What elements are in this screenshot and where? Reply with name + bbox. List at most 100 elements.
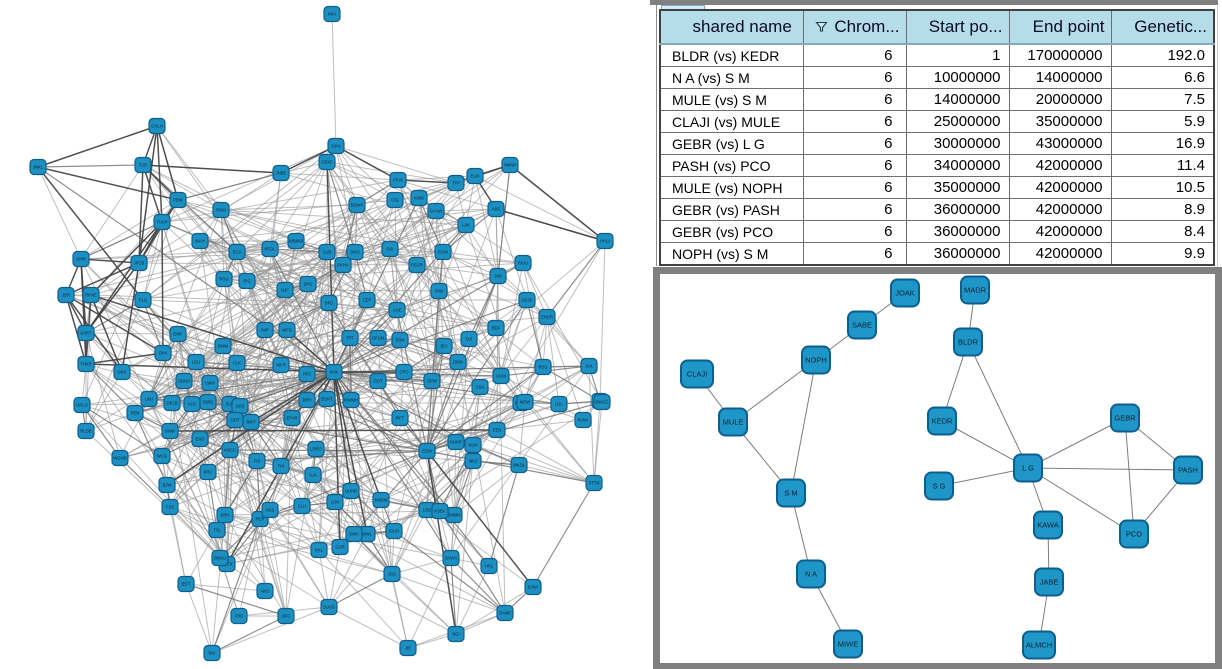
svg-text:PFC: PFC <box>303 372 311 377</box>
svg-text:S M: S M <box>784 489 797 498</box>
svg-text:SHWS: SHWS <box>445 556 458 561</box>
svg-text:UDJD: UDJD <box>521 298 532 303</box>
svg-text:BJW: BJW <box>163 483 172 488</box>
svg-text:PKHA: PKHA <box>337 263 349 268</box>
svg-text:NUH: NUH <box>468 443 477 448</box>
svg-text:BSNT: BSNT <box>321 397 333 402</box>
svg-text:CLK: CLK <box>233 361 241 366</box>
svg-text:GKD: GKD <box>235 404 244 409</box>
svg-text:BNI: BNI <box>209 651 216 656</box>
svg-text:PEN: PEN <box>131 411 140 416</box>
svg-text:KMDM: KMDM <box>375 498 388 503</box>
svg-text:PASH: PASH <box>1178 466 1198 475</box>
svg-text:JGS: JGS <box>388 572 396 577</box>
svg-text:DNO: DNO <box>350 250 360 255</box>
svg-text:ABS: ABS <box>492 207 501 212</box>
svg-text:WWL: WWL <box>362 532 373 537</box>
svg-text:RSG: RSG <box>538 365 547 370</box>
svg-text:KRC: KRC <box>204 470 213 475</box>
svg-text:JOR: JOR <box>62 293 70 298</box>
svg-text:PCO: PCO <box>1126 530 1142 539</box>
svg-text:TSL: TSL <box>213 528 221 533</box>
svg-text:IMP: IMP <box>261 328 269 333</box>
svg-text:JND: JND <box>494 274 502 279</box>
svg-text:PGU: PGU <box>219 277 228 282</box>
svg-text:MADR: MADR <box>964 286 987 295</box>
svg-text:DSI: DSI <box>387 247 394 252</box>
svg-text:SABE: SABE <box>852 321 872 330</box>
svg-text:PLG: PLG <box>139 298 147 303</box>
svg-text:BDF: BDF <box>492 326 501 331</box>
svg-text:RCR: RCR <box>255 517 264 522</box>
svg-text:AKO: AKO <box>261 589 271 594</box>
svg-text:BGI: BGI <box>452 632 459 637</box>
svg-text:MKJ: MKJ <box>469 459 477 464</box>
svg-text:OIG: OIG <box>391 198 399 203</box>
svg-text:NMNP: NMNP <box>504 163 517 168</box>
svg-text:GAAW: GAAW <box>430 209 443 214</box>
svg-text:PECR: PECR <box>411 263 423 268</box>
svg-text:WGND: WGND <box>113 456 126 461</box>
svg-text:LWJ: LWJ <box>145 397 153 402</box>
svg-text:MAH: MAH <box>195 239 204 244</box>
svg-text:PTTN: PTTN <box>589 481 600 486</box>
svg-text:RIUU: RIUU <box>518 261 528 266</box>
svg-text:S G: S G <box>933 482 946 491</box>
svg-text:DIW: DIW <box>435 289 443 294</box>
svg-text:EWF: EWF <box>173 332 183 337</box>
svg-text:JLK: JLK <box>585 364 592 369</box>
svg-text:NKA: NKA <box>328 12 337 17</box>
svg-text:MIWE: MIWE <box>838 640 858 649</box>
svg-text:CDT: CDT <box>363 298 372 303</box>
svg-text:LOH: LOH <box>331 500 340 505</box>
svg-text:PBW: PBW <box>173 198 183 203</box>
svg-text:ENDR: ENDR <box>541 315 553 320</box>
svg-text:CLAJI: CLAJI <box>687 370 707 379</box>
svg-text:CPO: CPO <box>399 370 409 375</box>
svg-text:KWB: KWB <box>414 196 424 201</box>
svg-text:UJL: UJL <box>555 402 563 407</box>
svg-text:WKDL: WKDL <box>513 463 526 468</box>
svg-text:WMMH: WMMH <box>344 398 358 403</box>
svg-text:FSS: FSS <box>166 505 174 510</box>
svg-text:SJNA: SJNA <box>528 585 539 590</box>
svg-text:TJO: TJO <box>139 163 148 168</box>
svg-text:TPT: TPT <box>346 336 354 341</box>
svg-text:KBCC: KBCC <box>224 448 236 453</box>
svg-text:DMG: DMG <box>203 400 213 405</box>
svg-text:NJF: NJF <box>281 288 289 293</box>
svg-text:GEBR: GEBR <box>1114 414 1136 423</box>
svg-text:BFD: BFD <box>325 301 333 306</box>
svg-text:KSBA: KSBA <box>434 509 445 514</box>
svg-text:UUKR: UUKR <box>450 440 462 445</box>
svg-text:KKL: KKL <box>315 548 324 553</box>
svg-text:WCG: WCG <box>157 454 167 459</box>
svg-text:FRD: FRD <box>235 614 244 619</box>
svg-text:RFDL: RFDL <box>265 247 277 252</box>
svg-text:N A: N A <box>805 570 817 579</box>
svg-text:EAO: EAO <box>196 437 206 442</box>
svg-text:DHA: DHA <box>159 351 168 356</box>
svg-text:MOW: MOW <box>520 400 531 405</box>
svg-text:SWA: SWA <box>349 532 359 537</box>
svg-text:JFCB: JFCB <box>134 261 145 266</box>
svg-text:RKNE: RKNE <box>85 293 97 298</box>
svg-text:LOU: LOU <box>192 360 201 365</box>
svg-text:BWUJ: BWUJ <box>214 556 226 561</box>
svg-text:OOT: OOT <box>373 379 383 384</box>
svg-text:DPW: DPW <box>427 379 437 384</box>
svg-text:RDM: RDM <box>216 208 226 213</box>
svg-text:EPAR: EPAR <box>286 416 297 421</box>
svg-text:LWM: LWM <box>205 381 215 386</box>
svg-text:RJSK: RJSK <box>578 418 589 423</box>
svg-text:L G: L G <box>1022 464 1034 473</box>
svg-text:OJI: OJI <box>466 337 473 342</box>
svg-text:DMM: DMM <box>218 344 229 349</box>
svg-text:DAME: DAME <box>499 611 511 616</box>
svg-text:SNW: SNW <box>165 429 175 434</box>
svg-text:KAWA: KAWA <box>1037 521 1059 530</box>
svg-text:OKS: OKS <box>118 370 127 375</box>
svg-text:JABE: JABE <box>1040 578 1059 587</box>
svg-text:IRG: IRG <box>243 279 250 284</box>
svg-text:THI: THI <box>278 464 285 469</box>
